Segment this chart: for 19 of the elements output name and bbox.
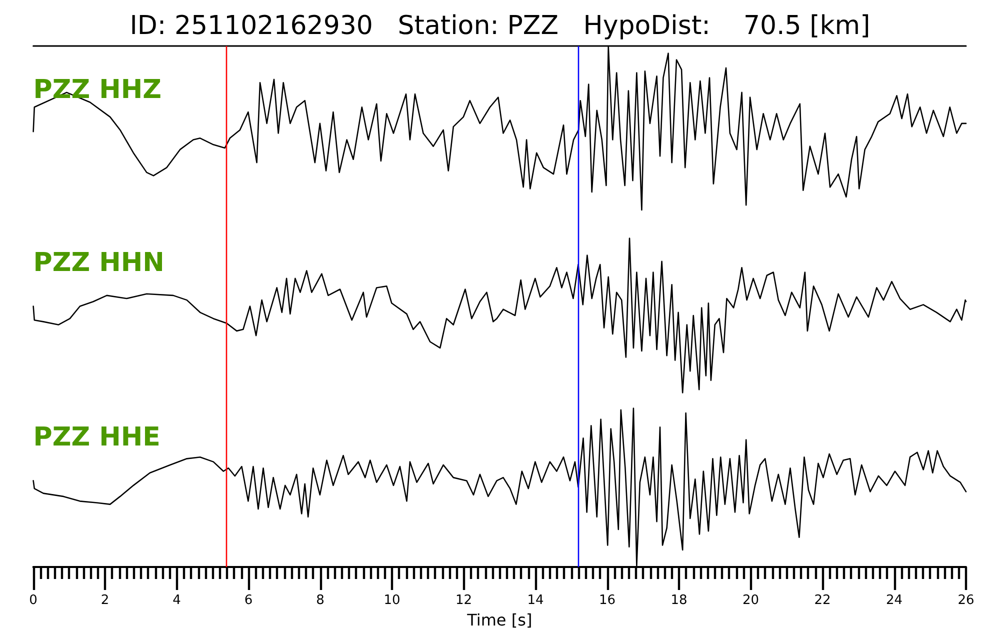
x-tick-label: 24 — [886, 593, 903, 608]
x-tick-label: 4 — [172, 593, 181, 608]
annotation: PZZ HHZ — [33, 75, 162, 105]
annotation: PZZ HHE — [33, 422, 160, 452]
chart-title: ID: 251102162930 Station: PZZ HypoDist: 70.5 [km] — [130, 11, 870, 41]
x-tick-label: 8 — [316, 593, 324, 608]
x-axis-title: Time [s] — [466, 610, 532, 630]
x-tick-label: 12 — [456, 593, 472, 608]
x-tick-label: 0 — [29, 593, 38, 608]
x-tick-label: 2 — [100, 593, 110, 608]
x-tick-label: 14 — [527, 593, 544, 608]
x-tick-label: 26 — [958, 593, 974, 608]
annotation: PZZ HHN — [33, 248, 164, 278]
x-tick-label: 22 — [814, 593, 831, 608]
x-tick-label: 6 — [244, 593, 253, 608]
x-tick-label: 10 — [384, 593, 400, 608]
x-tick-label: 16 — [598, 593, 616, 608]
x-tick-label: 18 — [670, 593, 688, 608]
x-tick-label: 20 — [742, 593, 760, 608]
